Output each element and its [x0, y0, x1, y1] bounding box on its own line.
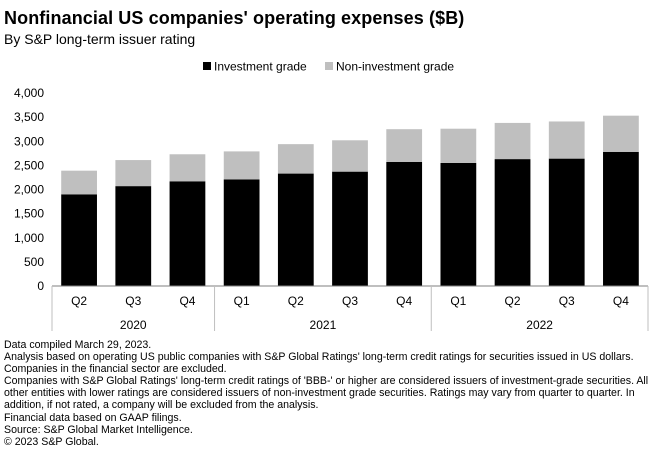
note-line: Analysis based on operating US public co…: [4, 351, 634, 376]
bar-non-investment-grade: [332, 140, 368, 172]
y-tick-label: 3,500: [14, 110, 44, 124]
bar-investment-grade: [115, 186, 152, 286]
legend-label-non-investment-grade: Non-investment grade: [336, 60, 454, 74]
bar-non-investment-grade: [440, 128, 477, 163]
bar-non-investment-grade: [223, 151, 260, 180]
x-tick-label: Q2: [505, 294, 521, 308]
bar-investment-grade: [332, 171, 368, 286]
bar-non-investment-grade: [494, 122, 531, 160]
bar-investment-grade: [169, 181, 206, 286]
x-tick-label: Q1: [450, 294, 466, 308]
x-tick-label: Q3: [559, 294, 575, 308]
y-tick-label: 2,000: [14, 183, 44, 197]
bar-investment-grade: [603, 151, 639, 286]
note-line: Companies with S&P Global Ratings' long-…: [4, 375, 649, 412]
note-line: © 2023 S&P Global.: [4, 435, 99, 448]
bar-non-investment-grade: [603, 115, 639, 152]
x-tick-label: Q3: [125, 294, 141, 308]
bar-investment-grade: [386, 161, 423, 286]
x-tick-label: Q4: [396, 294, 412, 308]
note-line: Source: S&P Global Market Intelligence.: [4, 423, 193, 436]
legend-label-investment-grade: Investment grade: [214, 60, 307, 74]
x-tick-label: Q4: [613, 294, 629, 308]
y-tick-label: 3,000: [14, 134, 44, 148]
y-tick-label: 1,500: [14, 207, 44, 221]
y-tick-label: 0: [37, 279, 44, 293]
bar-non-investment-grade: [548, 121, 585, 159]
chart-title: Nonfinancial US companies' operating exp…: [4, 8, 465, 28]
x-tick-label: Q2: [288, 294, 304, 308]
chart-subtitle: By S&P long-term issuer rating: [4, 31, 196, 47]
chart-svg: Investment grade Non-investment grade 0 500…: [14, 60, 649, 332]
y-tick-label: 4,000: [14, 86, 44, 100]
bar-non-investment-grade: [115, 160, 152, 187]
bar-non-investment-grade: [277, 144, 314, 174]
bar-investment-grade: [548, 158, 585, 286]
year-group-label: 2022: [526, 318, 553, 332]
x-tick-label: Q4: [179, 294, 195, 308]
bar-investment-grade: [223, 179, 260, 286]
y-tick-label: 1,000: [14, 231, 44, 245]
note-line: Financial data based on GAAP filings.: [4, 411, 182, 424]
year-group-label: 2020: [120, 318, 147, 332]
bar-investment-grade: [61, 194, 97, 286]
bar-investment-grade: [277, 173, 314, 286]
chart-notes: Data compiled March 29, 2023. Analysis b…: [4, 339, 656, 448]
note-line: Data compiled March 29, 2023.: [4, 339, 152, 351]
bar-non-investment-grade: [386, 129, 423, 162]
x-tick-label: Q1: [234, 294, 250, 308]
legend-swatch-investment-grade: [203, 62, 211, 70]
x-tick-label: Q3: [342, 294, 358, 308]
legend-swatch-non-investment-grade: [325, 62, 333, 70]
year-group-label: 2021: [310, 318, 337, 332]
bar-non-investment-grade: [61, 170, 97, 195]
y-tick-label: 500: [24, 255, 44, 269]
x-tick-label: Q2: [71, 294, 87, 308]
bar-investment-grade: [494, 159, 531, 286]
bar-investment-grade: [440, 162, 477, 286]
bar-non-investment-grade: [169, 154, 206, 182]
y-tick-label: 2,500: [14, 158, 44, 172]
